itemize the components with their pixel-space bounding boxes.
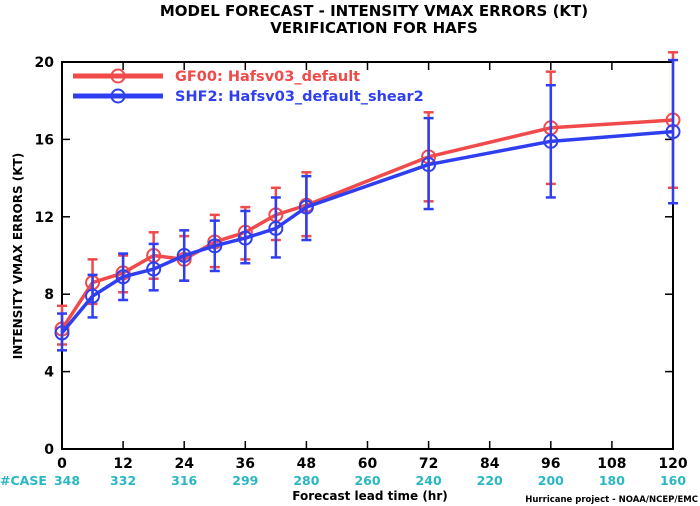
y-tick-label: 12 [35, 210, 54, 226]
case-count: 260 [354, 473, 380, 488]
case-label: #CASE [0, 473, 47, 488]
legend-marker [110, 88, 126, 104]
series-2 [54, 58, 681, 352]
credit-text: Hurricane project - NOAA/NCEP/EMC [525, 495, 698, 505]
series-line [60, 118, 674, 330]
case-count: 332 [110, 473, 136, 488]
x-tick-label: 108 [597, 456, 626, 472]
data-point [54, 325, 70, 341]
y-tick-label: 8 [44, 287, 54, 303]
y-tick-label: 4 [44, 365, 54, 381]
legend: GF00: Hafsv03_default SHF2: Hafsv03_defau… [73, 68, 424, 105]
series-layer [54, 51, 681, 352]
case-count: 316 [171, 473, 197, 488]
data-point [268, 220, 284, 236]
y-axis: 0 4 8 12 16 20 [35, 55, 673, 458]
data-point [421, 157, 437, 173]
y-tick-label: 16 [35, 132, 54, 148]
chart-title: MODEL FORECAST - INTENSITY VMAX ERRORS (… [160, 2, 588, 20]
case-count: 299 [232, 473, 258, 488]
case-count: 280 [293, 473, 319, 488]
x-tick-label: 72 [419, 456, 438, 472]
x-axis-label: Forecast lead time (hr) [292, 489, 448, 503]
data-point [115, 269, 131, 285]
data-point [665, 124, 681, 140]
data-point [176, 248, 192, 263]
x-tick-label: 120 [658, 456, 687, 472]
x-tick-label: 36 [236, 456, 255, 472]
x-tick-label: 60 [358, 456, 378, 472]
case-count: 348 [54, 473, 80, 488]
y-tick-label: 20 [35, 55, 55, 71]
data-point [207, 238, 223, 254]
data-point [85, 288, 101, 304]
x-tick-label: 24 [174, 456, 194, 472]
x-axis: 0 12 24 36 48 60 72 84 96 108 120 [57, 62, 688, 472]
case-count: 240 [416, 473, 442, 488]
data-point [298, 199, 314, 215]
y-axis-label: INTENSITY VMAX ERRORS (KT) [11, 153, 25, 359]
legend-label: SHF2: Hafsv03_default_shear2 [175, 89, 424, 105]
data-point [543, 133, 559, 149]
data-point [146, 261, 162, 277]
legend-marker [110, 68, 126, 84]
y-tick-label: 0 [44, 442, 54, 458]
x-tick-label: 96 [541, 456, 560, 472]
chart-subtitle: VERIFICATION FOR HAFS [270, 19, 478, 37]
case-count: 200 [538, 473, 564, 488]
data-point [237, 230, 253, 246]
case-count: 220 [477, 473, 503, 488]
case-count: 180 [599, 473, 625, 488]
legend-label: GF00: Hafsv03_default [175, 69, 360, 85]
case-counts: 348 332 316 299 280 260 240 220 200 180 160 [54, 473, 686, 488]
x-tick-label: 84 [480, 456, 500, 472]
x-tick-label: 48 [297, 456, 316, 472]
case-count: 160 [660, 473, 686, 488]
x-tick-label: 0 [57, 456, 67, 472]
x-tick-label: 12 [113, 456, 132, 472]
